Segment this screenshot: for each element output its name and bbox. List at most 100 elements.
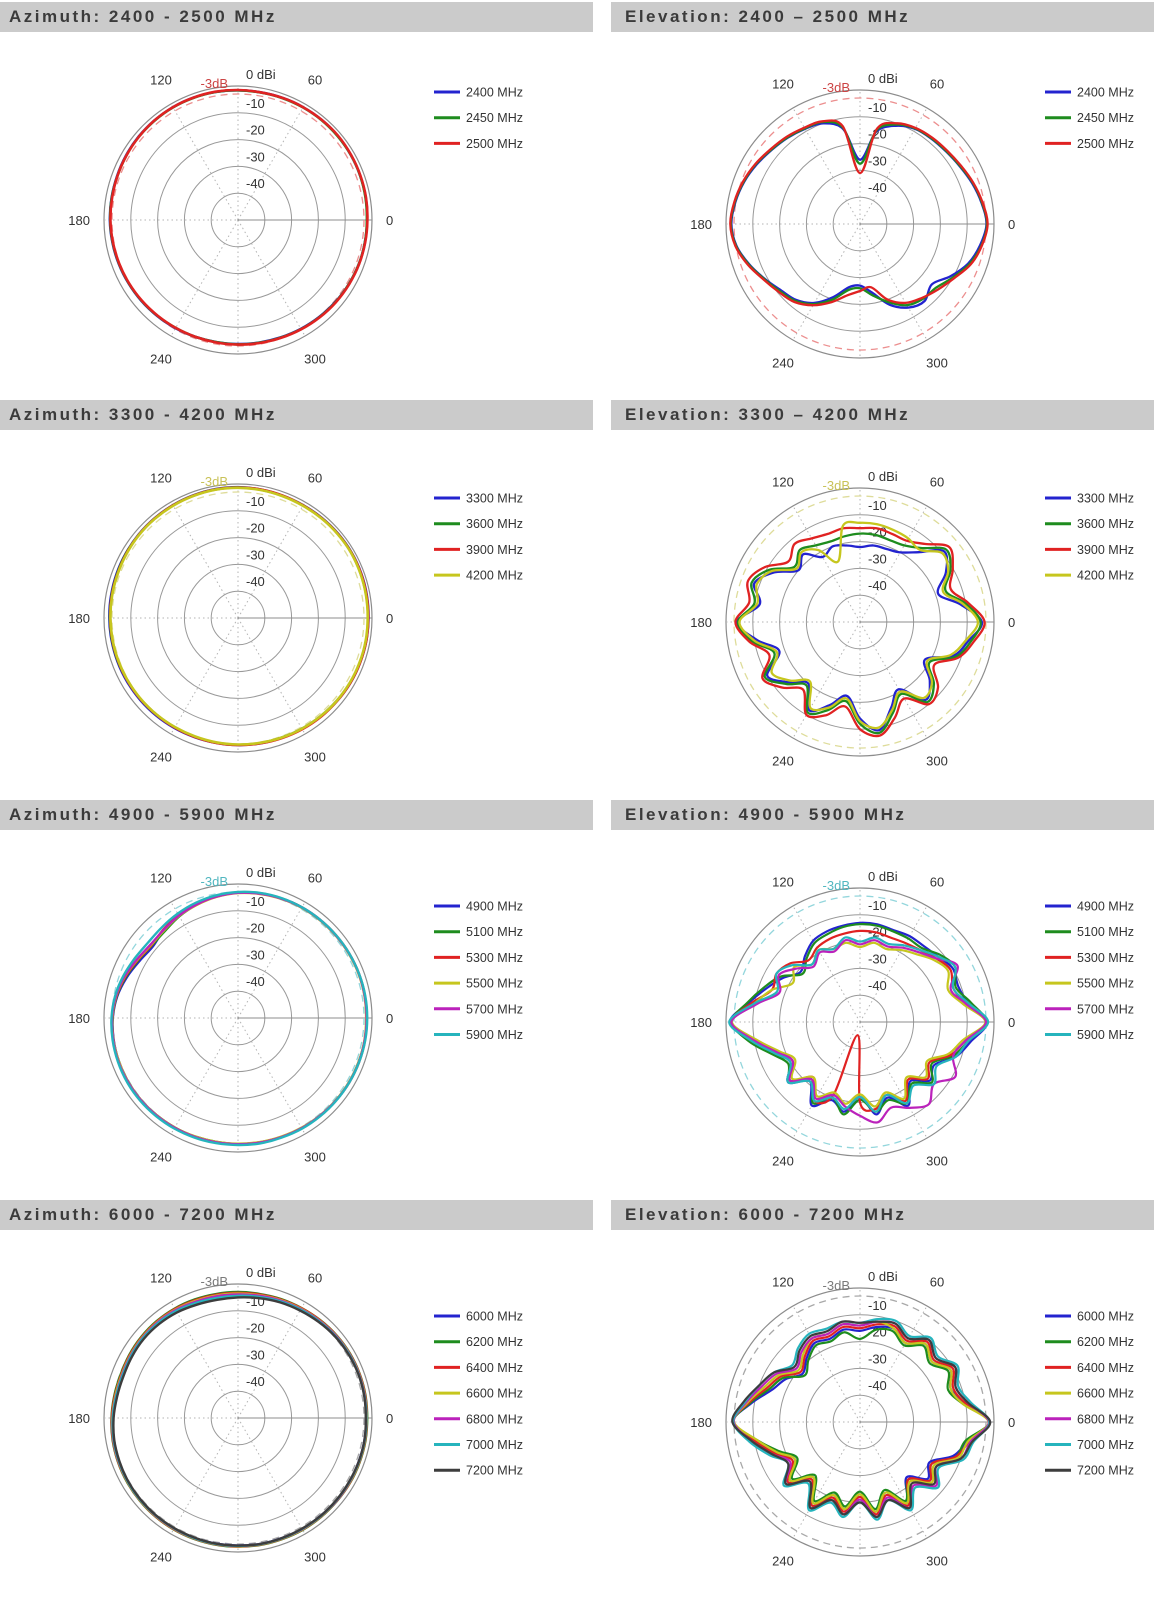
series-curve	[738, 520, 980, 730]
angle-label: 300	[926, 355, 948, 370]
ref-label-3db: -3dB	[201, 76, 228, 91]
radial-tick-label: -10	[246, 96, 265, 111]
radial-tick-label: 0 dBi	[868, 869, 898, 884]
series-curve	[731, 1320, 992, 1519]
series-curve	[109, 486, 370, 746]
series-curve	[731, 1322, 991, 1516]
ref-circle-3db	[733, 1295, 987, 1549]
legend-label: 6800 MHz	[466, 1412, 523, 1426]
angle-label: 60	[930, 475, 944, 490]
radial-tick-label: -20	[246, 1321, 265, 1336]
angle-label: 240	[772, 355, 794, 370]
angle-label: 120	[772, 475, 794, 490]
legend-label: 5700 MHz	[466, 1002, 523, 1016]
section-header: Azimuth: 6000 - 7200 MHz	[0, 1200, 593, 1230]
legend-label: 6400 MHz	[466, 1361, 523, 1375]
polar-chart-panel: 0 60 120 180 240 300 0 dBi -10 -20 -30 -40 -3dB 2400…	[0, 32, 577, 402]
grid-spoke	[859, 223, 928, 341]
angle-label: 180	[68, 1011, 90, 1026]
radial-tick-label: -10	[868, 100, 887, 115]
angle-label: 60	[930, 1275, 944, 1290]
angle-label: 120	[150, 73, 172, 88]
legend-label: 7000 MHz	[1077, 1438, 1134, 1452]
legend-label: 5100 MHz	[1077, 925, 1134, 939]
section-header: Elevation: 3300 – 4200 MHz	[611, 400, 1154, 430]
legend-label: 7200 MHz	[466, 1464, 523, 1478]
angle-label: 0	[386, 611, 393, 626]
grid-spoke	[792, 505, 861, 623]
radial-tick-label: 0 dBi	[868, 71, 898, 86]
angle-label: 60	[308, 871, 322, 886]
angle-label: 180	[68, 213, 90, 228]
radial-tick-label: -30	[246, 547, 265, 562]
series-curve	[734, 526, 986, 738]
angle-label: 180	[68, 1411, 90, 1426]
ref-label-3db: -3dB	[201, 874, 228, 889]
radial-tick-label: -30	[868, 1351, 887, 1366]
radial-tick-label: -20	[246, 123, 265, 138]
grid-spoke	[237, 219, 306, 337]
series-curve	[736, 532, 982, 735]
series-curve	[110, 890, 369, 1147]
angle-label: 180	[690, 1015, 712, 1030]
legend-label: 3300 MHz	[1077, 492, 1134, 506]
series-curve	[729, 119, 989, 307]
legend-label: 5500 MHz	[466, 977, 523, 991]
radial-tick-label: -10	[246, 894, 265, 909]
legend-label: 2500 MHz	[1077, 137, 1134, 151]
radial-tick-label: -20	[246, 521, 265, 536]
radial-tick-label: -40	[246, 974, 265, 989]
polar-chart-panel: 0 60 120 180 240 300 0 dBi -10 -20 -30 -40 -3dB 4900…	[0, 830, 577, 1200]
angle-label: 0	[386, 213, 393, 228]
ref-label-3db: -3dB	[823, 478, 850, 493]
section-header: Elevation: 6000 - 7200 MHz	[611, 1200, 1154, 1230]
section-header: Azimuth: 2400 - 2500 MHz	[0, 2, 593, 32]
series-curve	[109, 88, 369, 346]
grid-spoke	[170, 103, 239, 221]
legend-label: 4900 MHz	[466, 900, 523, 914]
radial-tick-label: -20	[246, 921, 265, 936]
legend-label: 5500 MHz	[1077, 977, 1134, 991]
legend-label: 4200 MHz	[1077, 569, 1134, 583]
angle-label: 240	[150, 1149, 172, 1164]
section-header: Azimuth: 4900 - 5900 MHz	[0, 800, 593, 830]
polar-chart-panel: 0 60 120 180 240 300 0 dBi -10 -20 -30 -40 -3dB 4900…	[577, 830, 1154, 1200]
angle-label: 240	[150, 351, 172, 366]
radial-tick-label: -40	[246, 1374, 265, 1389]
angle-label: 60	[308, 73, 322, 88]
angle-label: 60	[930, 77, 944, 92]
grid-spoke	[237, 617, 306, 735]
section-header: Elevation: 4900 - 5900 MHz	[611, 800, 1154, 830]
angle-label: 120	[150, 471, 172, 486]
polar-chart-panel: 0 60 120 180 240 300 0 dBi -10 -20 -30 -40 -3dB 6000…	[0, 1230, 577, 1600]
angle-label: 60	[308, 471, 322, 486]
legend-label: 3900 MHz	[1077, 543, 1134, 557]
legend-label: 2450 MHz	[466, 111, 523, 125]
radial-tick-label: -30	[868, 153, 887, 168]
legend-label: 6200 MHz	[466, 1335, 523, 1349]
ref-label-3db: -3dB	[823, 1278, 850, 1293]
legend-label: 2400 MHz	[466, 86, 523, 100]
angle-label: 240	[772, 1153, 794, 1168]
angle-label: 300	[304, 1149, 326, 1164]
series-curve	[732, 1317, 991, 1521]
angle-label: 60	[930, 875, 944, 890]
grid-spoke	[237, 1017, 306, 1135]
angle-label: 180	[690, 615, 712, 630]
series-curve	[735, 544, 984, 732]
angle-label: 300	[304, 1549, 326, 1564]
ref-label-3db: -3dB	[201, 1274, 228, 1289]
angle-label: 0	[1008, 1015, 1015, 1030]
legend-label: 3600 MHz	[1077, 517, 1134, 531]
angle-label: 240	[772, 753, 794, 768]
angle-label: 300	[926, 1553, 948, 1568]
legend-label: 6400 MHz	[1077, 1361, 1134, 1375]
angle-label: 240	[772, 1553, 794, 1568]
radial-tick-label: -10	[868, 898, 887, 913]
